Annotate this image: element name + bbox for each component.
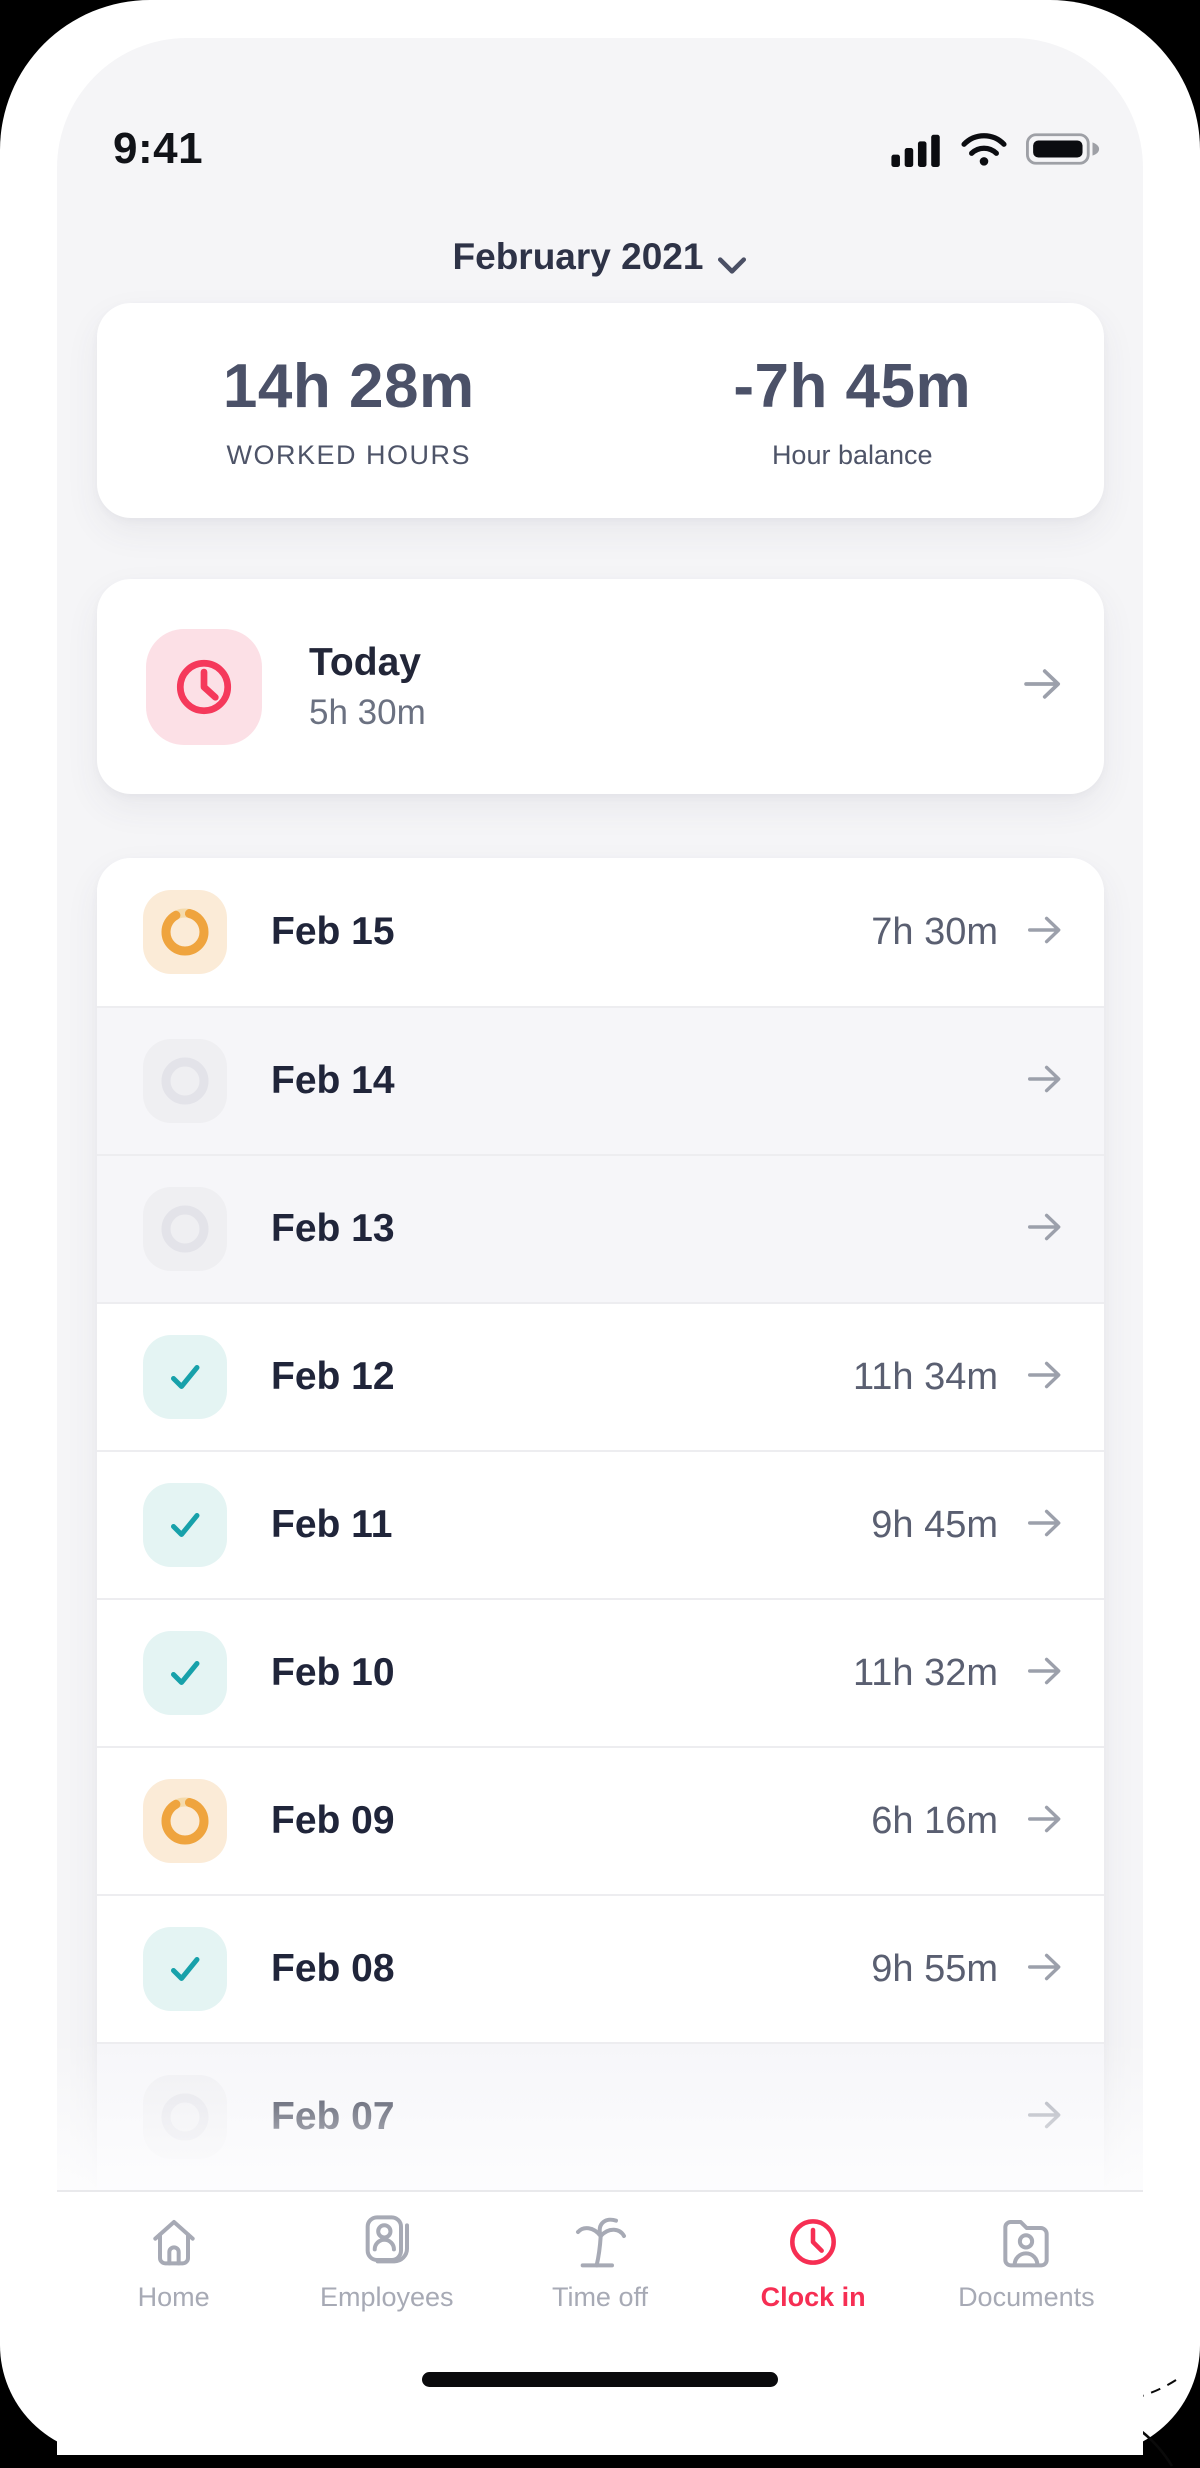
arrow-right-icon <box>1026 1948 1064 1991</box>
tab-home[interactable]: Home <box>74 2210 274 2313</box>
day-row-feb-09[interactable]: Feb 09 6h 16m <box>97 1746 1104 1894</box>
day-row-right <box>998 1060 1064 1103</box>
arrow-right-icon <box>1026 2096 1064 2139</box>
day-status-icon <box>143 1187 227 1271</box>
day-row-right: 7h 30m <box>871 911 1064 954</box>
day-row-feb-10[interactable]: Feb 10 11h 32m <box>97 1598 1104 1746</box>
day-status-icon <box>143 1779 227 1863</box>
status-icons <box>891 130 1103 168</box>
day-date-label: Feb 13 <box>271 1207 395 1250</box>
day-duration: 11h 34m <box>852 1355 998 1398</box>
hour-balance-value: -7h 45m <box>733 352 972 421</box>
home-icon <box>152 2220 195 2266</box>
day-row-right <box>998 2096 1064 2139</box>
day-date-label: Feb 07 <box>271 2095 395 2138</box>
day-row-feb-14[interactable]: Feb 14 <box>97 1006 1104 1154</box>
month-selector[interactable]: February 2021 <box>57 236 1143 278</box>
chevron-down-icon <box>717 243 747 285</box>
day-row-feb-12[interactable]: Feb 12 11h 34m <box>97 1302 1104 1450</box>
day-status-icon <box>143 1483 227 1567</box>
employees-icon <box>365 2215 409 2264</box>
tab-clock-in[interactable]: Clock in <box>713 2210 913 2313</box>
day-row-right: 9h 45m <box>871 1504 1064 1547</box>
day-date-label: Feb 08 <box>271 1947 395 1990</box>
arrow-right-icon <box>1026 1356 1064 1399</box>
day-date-label: Feb 12 <box>271 1355 395 1398</box>
today-duration: 5h 30m <box>309 692 426 732</box>
day-duration: 7h 30m <box>871 910 998 953</box>
day-status-icon <box>143 1631 227 1715</box>
cellular-signal-icon <box>891 134 940 167</box>
arrow-right-icon <box>1026 1652 1064 1695</box>
day-date-label: Feb 15 <box>271 910 395 953</box>
palm-tree-icon <box>575 2217 626 2268</box>
documents-icon <box>1003 2220 1050 2268</box>
today-text: Today 5h 30m <box>309 641 426 733</box>
day-row-feb-15[interactable]: Feb 15 7h 30m <box>97 858 1104 1006</box>
day-status-icon <box>143 2075 227 2159</box>
tab-label: Time off <box>551 2282 648 2312</box>
day-row-right: 6h 16m <box>871 1800 1064 1843</box>
hour-balance-label: Hour balance <box>771 440 933 470</box>
worked-hours-block: 14h 28m WORKED HOURS <box>97 303 601 518</box>
monthly-summary-card: 14h 28m WORKED HOURS -7h 45m Hour balanc… <box>97 303 1104 518</box>
worked-hours-label: WORKED HOURS <box>226 440 471 470</box>
day-duration: 11h 32m <box>852 1651 998 1694</box>
wifi-icon <box>961 133 1007 166</box>
day-row-feb-07[interactable]: Feb 07 <box>97 2042 1104 2190</box>
clock-icon <box>790 2219 837 2265</box>
day-date-label: Feb 09 <box>271 1799 395 1842</box>
month-label: February 2021 <box>452 236 704 277</box>
tab-label: Home <box>137 2282 210 2312</box>
day-duration: 9h 45m <box>871 1503 998 1546</box>
app-screen: 9:41 February 2021 <box>57 38 1143 2455</box>
day-date-label: Feb 11 <box>271 1503 393 1546</box>
today-card[interactable]: Today 5h 30m <box>97 579 1104 794</box>
clock-icon <box>146 628 262 745</box>
arrow-right-icon <box>1026 1800 1064 1843</box>
day-date-label: Feb 14 <box>271 1059 395 1102</box>
day-duration: 9h 55m <box>871 1947 998 1990</box>
arrow-right-icon <box>1026 911 1064 954</box>
day-row-feb-08[interactable]: Feb 08 9h 55m <box>97 1894 1104 2042</box>
day-row-right: 9h 55m <box>871 1948 1064 1991</box>
day-row-right: 11h 34m <box>853 1356 1064 1399</box>
arrow-right-icon <box>1026 1504 1064 1547</box>
tab-bar: Home Employees Time o <box>57 2190 1143 2455</box>
tab-label: Clock in <box>760 2282 866 2312</box>
today-title: Today <box>309 640 421 684</box>
tab-employees[interactable]: Employees <box>287 2210 487 2313</box>
day-status-icon <box>143 1039 227 1123</box>
worked-hours-value: 14h 28m <box>222 352 475 421</box>
home-indicator[interactable] <box>422 2372 778 2387</box>
day-row-right <box>998 1208 1064 1251</box>
arrow-right-icon <box>1026 1208 1064 1251</box>
day-row-feb-13[interactable]: Feb 13 <box>97 1154 1104 1302</box>
day-duration: 6h 16m <box>871 1799 998 1842</box>
tab-label: Employees <box>319 2282 454 2312</box>
tab-label: Documents <box>958 2282 1095 2312</box>
arrow-right-icon <box>1026 1060 1064 1103</box>
day-list: Feb 15 7h 30m <box>97 858 1104 2190</box>
hour-balance-block: -7h 45m Hour balance <box>601 303 1105 518</box>
status-time: 9:41 <box>113 124 204 173</box>
arrow-right-icon <box>1022 663 1064 710</box>
day-status-icon <box>143 1335 227 1419</box>
tab-documents[interactable]: Documents <box>926 2210 1126 2313</box>
battery-icon <box>1026 133 1100 165</box>
day-date-label: Feb 10 <box>271 1651 395 1694</box>
day-row-feb-11[interactable]: Feb 11 9h 45m <box>97 1450 1104 1598</box>
day-row-right: 11h 32m <box>853 1652 1064 1695</box>
tab-time-off[interactable]: Time off <box>500 2210 700 2313</box>
day-status-icon <box>143 890 227 974</box>
day-status-icon <box>143 1927 227 2011</box>
